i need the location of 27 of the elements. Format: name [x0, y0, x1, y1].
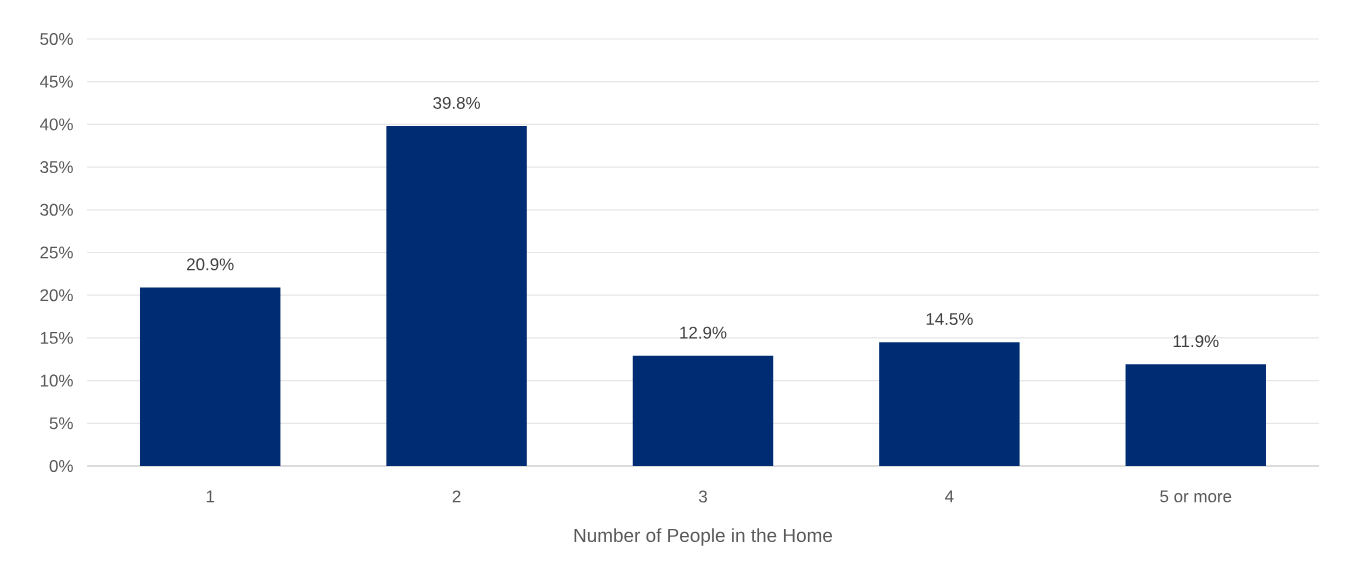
x-tick-label: 1 — [206, 490, 215, 503]
x-tick-label: 4 — [945, 490, 954, 503]
data-label: 12.9% — [680, 326, 727, 339]
bar — [386, 126, 527, 466]
x-tick-label: 3 — [698, 490, 707, 503]
data-label: 14.5% — [926, 313, 973, 325]
y-tick-label: 35% — [40, 161, 73, 174]
bar — [139, 287, 281, 466]
data-label: 39.8% — [433, 96, 480, 109]
y-tick-label: 30% — [40, 203, 73, 216]
x-tick-label: 5 or more — [1160, 490, 1232, 503]
bar — [1125, 364, 1266, 466]
x-tick-label: 2 — [452, 490, 461, 503]
y-tick-label: 25% — [40, 246, 73, 259]
data-label: 11.9% — [1173, 335, 1219, 348]
bar — [632, 355, 774, 466]
y-tick-label: 50% — [40, 33, 73, 45]
x-axis-title: Number of People in the Home — [574, 528, 833, 546]
bar — [879, 342, 1020, 466]
y-tick-label: 40% — [39, 118, 73, 131]
data-label: 20.9% — [187, 258, 234, 271]
y-tick-label: 20% — [40, 289, 73, 302]
y-tick-label: 45% — [39, 75, 73, 88]
y-tick-label: 0% — [49, 460, 73, 472]
y-tick-label: 15% — [40, 331, 73, 344]
y-tick-label: 10% — [40, 374, 73, 387]
y-tick-label: 5% — [49, 417, 73, 430]
